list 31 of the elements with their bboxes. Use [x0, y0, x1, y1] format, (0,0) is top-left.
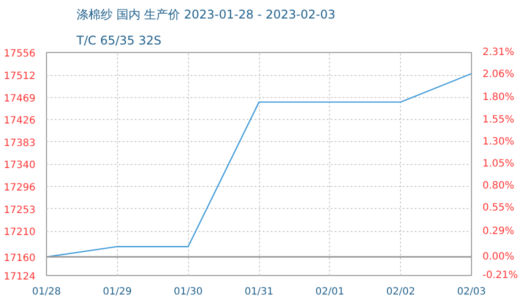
y2-tick-label: 2.31%	[482, 47, 514, 58]
y2-tick-label: 1.80%	[482, 92, 514, 104]
y-tick-label: 17340	[4, 160, 36, 171]
y-tick-label: 17426	[4, 116, 36, 127]
y2-tick-label: -0.21%	[482, 270, 518, 281]
x-tick-label: 02/02	[386, 286, 416, 298]
y-tick-label: 17210	[4, 227, 36, 238]
y2-tick-label: 1.30%	[482, 136, 514, 148]
x-tick-label: 01/29	[102, 286, 132, 298]
x-tick-label: 02/01	[315, 286, 344, 298]
y-tick-label: 17383	[4, 138, 36, 149]
y-tick-label: 17253	[4, 204, 36, 216]
y2-tick-label: 2.06%	[482, 69, 514, 80]
x-tick-label: 01/30	[174, 286, 203, 298]
y2-tick-label: 0.80%	[482, 180, 514, 192]
y2-tick-label: 0.55%	[482, 202, 514, 214]
chart-subtitle: T/C 65/35 32S	[76, 34, 162, 48]
y-tick-label: 17469	[4, 93, 36, 104]
y-tick-label: 17296	[4, 182, 36, 194]
x-tick-label: 01/31	[244, 286, 274, 298]
x-tick-label: 02/03	[457, 286, 486, 298]
y-tick-label: 17556	[4, 48, 36, 60]
y2-tick-label: 1.55%	[482, 114, 514, 126]
y2-tick-label: 0.29%	[482, 226, 514, 237]
y-tick-label: 17160	[4, 252, 36, 264]
y-tick-label: 17124	[4, 272, 36, 282]
y2-tick-label: 0.00%	[482, 251, 514, 262]
y2-tick-label: 1.05%	[482, 158, 514, 170]
y-tick-label: 17512	[4, 71, 36, 82]
chart-title: 涤棉纱 国内 生产价 2023-01-28 - 2023-02-03	[76, 8, 336, 22]
x-tick-label: 01/28	[32, 286, 61, 298]
